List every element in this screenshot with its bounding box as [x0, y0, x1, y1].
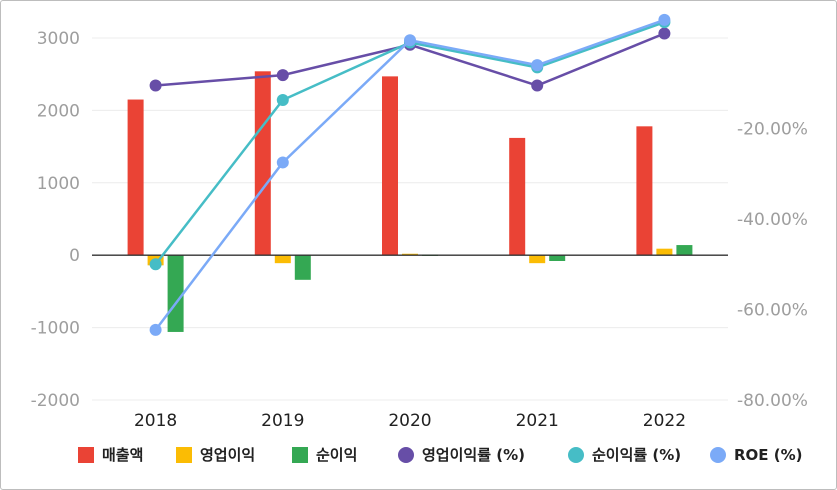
- line-point: [276, 156, 289, 169]
- legend-label: 매출액: [102, 446, 143, 464]
- bar: [656, 248, 673, 256]
- line-point: [149, 323, 162, 336]
- line-point: [658, 27, 671, 40]
- bar: [382, 76, 398, 256]
- x-tick-label: 2018: [134, 411, 177, 431]
- y-left-tick-label: 2000: [37, 101, 80, 121]
- y-right-tick-label: -40.00%: [737, 210, 808, 230]
- bar: [254, 71, 271, 256]
- line-point: [149, 79, 162, 92]
- x-tick-label: 2020: [388, 411, 431, 431]
- x-tick-label: 2022: [643, 411, 686, 431]
- y-right-tick-label: -80.00%: [737, 391, 808, 411]
- legend-label: 순이익: [316, 446, 357, 464]
- y-left-tick-label: 0: [69, 246, 80, 266]
- legend-label: 순이익률 (%): [592, 446, 681, 464]
- legend-swatch: [292, 447, 308, 463]
- line-point: [276, 93, 289, 106]
- bar: [676, 245, 693, 256]
- bar: [509, 137, 526, 256]
- bar: [636, 126, 653, 256]
- y-right-tick-label: -20.00%: [737, 120, 808, 140]
- y-right-tick-label: -60.00%: [737, 301, 808, 321]
- line-point: [531, 59, 544, 72]
- legend-label: 영업이익: [200, 446, 255, 464]
- legend-swatch: [176, 447, 192, 463]
- line-point: [658, 13, 671, 26]
- line-point: [531, 79, 544, 92]
- bar: [529, 255, 546, 264]
- legend-swatch: [710, 447, 726, 463]
- legend-swatch: [568, 447, 584, 463]
- y-left-tick-label: 3000: [37, 29, 80, 49]
- legend-swatch: [78, 447, 94, 463]
- bar: [294, 255, 311, 280]
- y-left-tick-label: -2000: [31, 391, 80, 411]
- y-left-tick-label: 1000: [37, 174, 80, 194]
- line-point: [149, 258, 162, 271]
- bar: [549, 255, 566, 261]
- legend-label: ROE (%): [734, 446, 803, 464]
- y-left-tick-label: -1000: [31, 319, 80, 339]
- x-tick-label: 2019: [261, 411, 304, 431]
- line-point: [276, 69, 289, 82]
- bar: [274, 255, 291, 264]
- x-tick-label: 2021: [516, 411, 559, 431]
- legend-swatch: [398, 447, 414, 463]
- bar: [127, 99, 144, 256]
- bar: [167, 255, 184, 332]
- bar: [402, 253, 418, 256]
- series-line: [154, 18, 665, 331]
- legend-label: 영업이익률 (%): [422, 446, 525, 464]
- line-point: [404, 34, 416, 47]
